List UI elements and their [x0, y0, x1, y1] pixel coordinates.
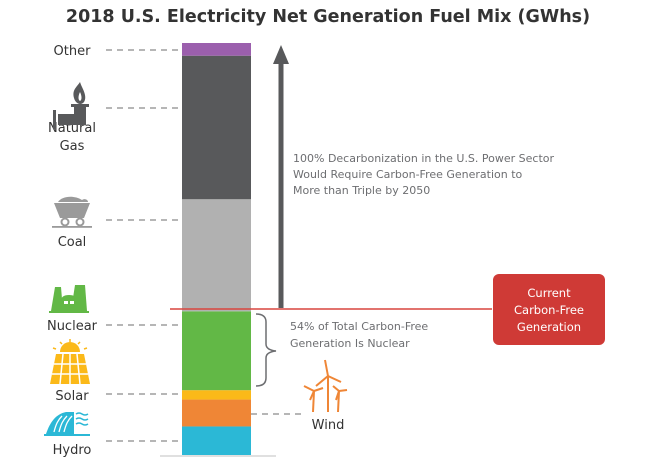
arrow-text-line: 100% Decarbonization in the U.S. Power S…: [293, 152, 555, 165]
bar-segment-wind: [182, 399, 251, 427]
hydro-dam-icon: [44, 412, 90, 436]
decarbonization-arrow: [273, 45, 289, 308]
bar-segment-nuclear: [182, 311, 251, 391]
bar-segment-natural-gas: [182, 55, 251, 200]
box-text-line: Carbon-Free: [514, 303, 584, 317]
nuclear-brace: [255, 313, 277, 387]
coal-cart-icon: [52, 196, 92, 228]
nuclear-share-note: 54% of Total Carbon-Free Generation Is Nu…: [290, 320, 428, 350]
arrow-text-line: Would Require Carbon-Free Generation to: [293, 168, 523, 181]
chart-title: 2018 U.S. Electricity Net Generation Fue…: [66, 7, 590, 27]
bar-segment-other: [182, 43, 251, 56]
bar-segment-solar: [182, 390, 251, 400]
wind-turbine-icon: [303, 359, 348, 413]
arrow-text-line: More than Triple by 2050: [293, 184, 430, 197]
decarbonization-note: 100% Decarbonization in the U.S. Power S…: [293, 152, 555, 197]
bar-segment-hydro: [182, 426, 251, 455]
label-nuclear: Nuclear: [47, 319, 98, 334]
gas-pipe-flame-icon: [53, 82, 89, 129]
box-text-line: Generation: [517, 320, 581, 334]
arrow-head-icon: [273, 45, 289, 64]
label-hydro: Hydro: [53, 443, 92, 458]
label-connectors: [106, 49, 302, 442]
solar-panel-icon: [50, 339, 90, 385]
carbon-free-box-text: Current Carbon-Free Generation: [514, 286, 584, 334]
brace-text-line: 54% of Total Carbon-Free: [290, 320, 428, 333]
bar-segment-coal: [182, 199, 251, 312]
label-other: Other: [54, 44, 92, 59]
label-solar: Solar: [55, 389, 89, 404]
stacked-bar: [182, 43, 251, 455]
label-coal: Coal: [58, 235, 87, 250]
box-text-line: Current: [527, 286, 571, 300]
label-wind: Wind: [312, 418, 345, 433]
brace-text-line: Generation Is Nuclear: [290, 337, 410, 350]
carbon-free-box: [493, 274, 605, 345]
nuclear-plant-icon: [49, 285, 89, 313]
